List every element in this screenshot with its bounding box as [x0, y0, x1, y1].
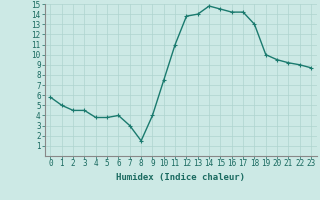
X-axis label: Humidex (Indice chaleur): Humidex (Indice chaleur)	[116, 173, 245, 182]
